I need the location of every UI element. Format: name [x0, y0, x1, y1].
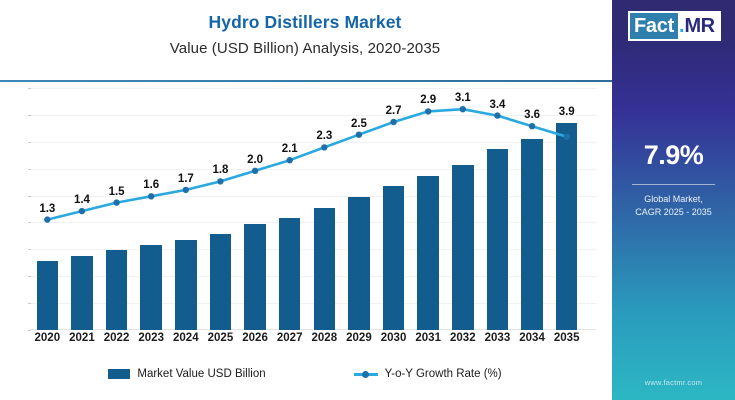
y-axis-tick [28, 276, 31, 278]
bar [71, 255, 93, 330]
x-axis-tick-label: 2025 [207, 332, 234, 344]
bar-value-label: 2.5 [350, 117, 367, 130]
bar [140, 244, 162, 330]
line-series [18, 88, 596, 330]
x-axis-tick-label: 2034 [519, 332, 545, 344]
bar-value-label: 2.1 [281, 143, 298, 156]
gridline [30, 249, 596, 251]
x-axis-tick-label: 2023 [138, 332, 164, 344]
bar [452, 165, 474, 330]
page-subtitle: Value (USD Billion) Analysis, 2020-2035 [169, 40, 441, 57]
bar [105, 250, 128, 330]
cagr-value: 7.9% [643, 140, 704, 170]
growth-rate-line [44, 106, 570, 223]
x-axis-tick-label: 2024 [173, 332, 199, 344]
bar [486, 149, 509, 330]
gridline [30, 141, 596, 143]
cagr-caption: Global Market, CAGR 2025 - 2035 [612, 193, 735, 219]
bar-swatch-icon [108, 369, 131, 379]
page-title: Hydro Distillers Market [208, 12, 402, 32]
legend-item-growth-rate: Y-o-Y Growth Rate (%) [353, 368, 502, 380]
bar [175, 239, 197, 330]
plot-area: 1.3 1.4 1.5 1.6 1.7 1.8 2.0 2.1 2.3 2.5 2.7 2.9 3.1 3… [18, 88, 596, 331]
y-axis-tick [28, 222, 31, 224]
chart-legend: Market Value USD Billion Y-o-Y Growth Ra… [0, 362, 610, 386]
bar-value-label: 1.7 [177, 172, 194, 185]
chart-header: Hydro Distillers Market Value (USD Billi… [0, 0, 610, 80]
logo-text-mr: MR [684, 14, 716, 37]
x-axis-tick-label: 2027 [276, 332, 303, 344]
y-axis-tick [28, 141, 31, 143]
legend-label-growth-rate: Y-o-Y Growth Rate (%) [384, 368, 502, 380]
bar-value-label: 1.5 [108, 185, 125, 198]
x-axis-tick-label: 2021 [69, 332, 95, 344]
legend-label-market-value: Market Value USD Billion [137, 368, 266, 380]
y-axis-tick [28, 114, 31, 116]
y-axis-tick [28, 303, 31, 305]
bar-value-label: 3.6 [524, 109, 541, 122]
x-axis-line [30, 329, 596, 330]
bar-value-label: 3.9 [558, 105, 575, 118]
gridline [30, 303, 596, 305]
bar-value-label: 1.6 [143, 179, 160, 192]
cagr-divider [632, 184, 715, 185]
bar-value-label: 1.3 [39, 202, 56, 215]
x-axis-tick-label: 2026 [242, 332, 268, 344]
bar [244, 223, 266, 330]
bar [36, 260, 59, 330]
x-axis-tick-label: 2030 [380, 332, 407, 344]
bar-value-label: 2.9 [420, 94, 437, 107]
logo-text-fact: Fact [630, 13, 678, 39]
logo-text-dot: . [678, 14, 685, 37]
bar-value-label: 3.4 [489, 98, 506, 111]
bar-series [18, 88, 596, 330]
factmr-logo: Fact . MR [628, 11, 721, 41]
bar [348, 197, 370, 330]
bar-value-label: 2.0 [247, 153, 264, 166]
bar-value-label: 1.8 [212, 164, 229, 177]
header-divider [0, 80, 612, 82]
legend-item-market-value: Market Value USD Billion [108, 368, 266, 380]
bar [209, 234, 232, 330]
gridline [30, 114, 596, 116]
bar-value-label: 2.3 [316, 130, 333, 143]
x-axis-tick-label: 2022 [103, 332, 130, 344]
bar [278, 218, 301, 330]
x-axis-tick-label: 2035 [553, 332, 580, 344]
bar [313, 207, 336, 330]
brand-side-panel: Fact . MR 7.9% Global Market, CAGR 2025 … [612, 0, 735, 400]
x-axis-tick-label: 2028 [311, 332, 338, 344]
gridline [30, 168, 596, 170]
x-axis-tick-label: 2029 [346, 332, 372, 344]
x-axis-tick-label: 2020 [34, 332, 61, 344]
bar [417, 175, 439, 330]
cagr-caption-line-1: Global Market, [644, 194, 703, 204]
bar-value-labels: 1.3 1.4 1.5 1.6 1.7 1.8 2.0 2.1 2.3 2.5 2.7 2.9 3.1 3… [18, 88, 596, 330]
x-axis-labels: 2020 2021 2022 2023 2024 2025 2026 2027 2028 2029… [18, 332, 596, 352]
gridline [30, 276, 596, 278]
cagr-caption-line-2: CAGR 2025 - 2035 [635, 207, 712, 217]
gridline [30, 195, 596, 197]
y-axis-tick [28, 195, 31, 197]
bar-value-label: 3.1 [454, 92, 471, 105]
bar [382, 186, 405, 330]
y-axis-tick [28, 330, 31, 331]
line-swatch-icon [353, 369, 378, 379]
y-axis-tick [28, 249, 31, 251]
gridline [30, 88, 596, 89]
x-axis-tick-label: 2031 [415, 332, 441, 344]
bar [521, 138, 543, 330]
gridline [30, 222, 596, 224]
site-url: www.factmr.com [644, 378, 703, 387]
bar-value-label: 2.7 [385, 104, 402, 117]
bar-value-label: 1.4 [73, 194, 90, 207]
y-axis-tick [28, 88, 31, 89]
y-axis-tick [28, 168, 31, 170]
x-axis-tick-label: 2033 [484, 332, 511, 344]
x-axis-tick-label: 2032 [450, 332, 476, 344]
chart-panel: Hydro Distillers Market Value (USD Billi… [0, 0, 612, 386]
bar [555, 122, 578, 330]
